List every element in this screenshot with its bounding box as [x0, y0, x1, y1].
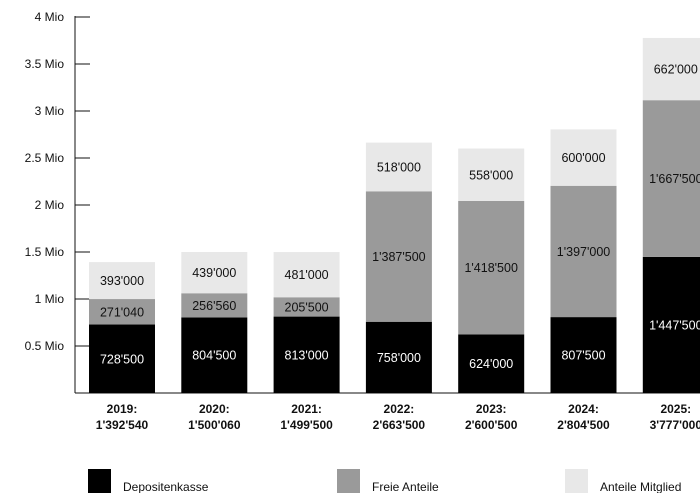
- data-label: 1'387'500: [372, 250, 425, 264]
- bar-segment: [273, 297, 340, 317]
- data-label: 518'000: [377, 160, 421, 174]
- data-labels-layer: 728'500 271'040 393'000 804'500 256'560 439'0…: [100, 63, 700, 372]
- bar-segment: [458, 334, 525, 393]
- x-total-label: 1'499'500: [280, 418, 333, 432]
- bar-segment: [273, 316, 340, 393]
- bar-segment: [181, 317, 248, 393]
- legend-swatch: [565, 469, 588, 493]
- x-total-label: 1'500'060: [188, 418, 241, 432]
- data-label: 807'500: [561, 349, 605, 363]
- data-label: 804'500: [192, 349, 236, 363]
- data-label: 662'000: [654, 63, 698, 77]
- legend-label: Freie Anteile: [372, 480, 439, 493]
- y-tick-label: 3 Mio: [35, 104, 65, 118]
- x-total-label: 2'663'500: [373, 418, 426, 432]
- data-label: 1'418'500: [464, 261, 517, 275]
- bar-segment: [181, 293, 248, 318]
- data-label: 728'500: [100, 352, 144, 366]
- data-label: 600'000: [561, 151, 605, 165]
- y-tick-label: 3.5 Mio: [25, 57, 65, 71]
- x-category-label: 2023:: [476, 402, 507, 416]
- bar-segment: [642, 100, 700, 257]
- data-label: 271'040: [100, 305, 144, 319]
- bar-segment: [550, 129, 617, 186]
- x-category-label: 2022:: [384, 402, 415, 416]
- bar-segment: [550, 317, 617, 393]
- bar-segment: [365, 142, 432, 192]
- legend-label: Anteile Mitglied: [600, 480, 681, 493]
- data-label: 205'500: [285, 300, 329, 314]
- y-tick-label: 0.5 Mio: [25, 339, 65, 353]
- x-total-label: 2'804'500: [557, 418, 610, 432]
- bar-segment: [550, 185, 617, 318]
- x-category-label: 2020:: [199, 402, 230, 416]
- x-category-label: 2025:: [660, 402, 691, 416]
- data-label: 256'560: [192, 299, 236, 313]
- bar-segment: [181, 251, 248, 294]
- y-tick-label: 1 Mio: [35, 292, 65, 306]
- legend-swatch: [88, 469, 111, 493]
- data-label: 1'667'500: [649, 172, 700, 186]
- x-labels-layer: 2019: 1'392'540 2020: 1'500'060 2021: 1'499'5…: [96, 402, 700, 432]
- x-category-label: 2021:: [291, 402, 322, 416]
- bars-layer: [89, 37, 700, 393]
- legend-label: Depositenkasse: [123, 480, 209, 493]
- bar-segment: [89, 299, 155, 325]
- data-label: 393'000: [100, 274, 144, 288]
- y-tick-label: 4 Mio: [35, 10, 65, 24]
- data-label: 481'000: [285, 268, 329, 282]
- y-tick-label: 1.5 Mio: [25, 245, 65, 259]
- data-label: 1'447'500: [649, 318, 700, 332]
- bar-segment: [642, 256, 700, 393]
- x-category-label: 2024:: [568, 402, 599, 416]
- data-label: 439'000: [192, 266, 236, 280]
- x-category-label: 2019:: [107, 402, 138, 416]
- y-tick-label: 2 Mio: [35, 198, 65, 212]
- y-tick-label: 2.5 Mio: [25, 151, 65, 165]
- bar-segment: [89, 262, 155, 300]
- data-label: 758'000: [377, 351, 421, 365]
- data-label: 1'397'000: [557, 245, 610, 259]
- data-label: 558'000: [469, 168, 513, 182]
- data-label: 813'000: [285, 348, 329, 362]
- x-total-label: 1'392'540: [96, 418, 149, 432]
- bar-segment: [273, 252, 340, 298]
- axis-layer: 0.5 Mio 1 Mio 1.5 Mio 2 Mio 2.5 Mio 3 Mio 3.5 …: [25, 10, 700, 394]
- legend-swatch: [337, 469, 360, 493]
- bar-segment: [365, 321, 432, 393]
- bar-segment: [458, 148, 525, 202]
- data-label: 624'000: [469, 357, 513, 371]
- bar-segment: [365, 191, 432, 322]
- x-total-label: 3'777'000: [650, 418, 700, 432]
- bar-segment: [458, 201, 525, 335]
- bar-segment: [89, 324, 155, 393]
- legend: Depositenkasse Freie Anteile Anteile Mitgl…: [88, 469, 681, 494]
- x-total-label: 2'600'500: [465, 418, 518, 432]
- bar-segment: [642, 37, 700, 101]
